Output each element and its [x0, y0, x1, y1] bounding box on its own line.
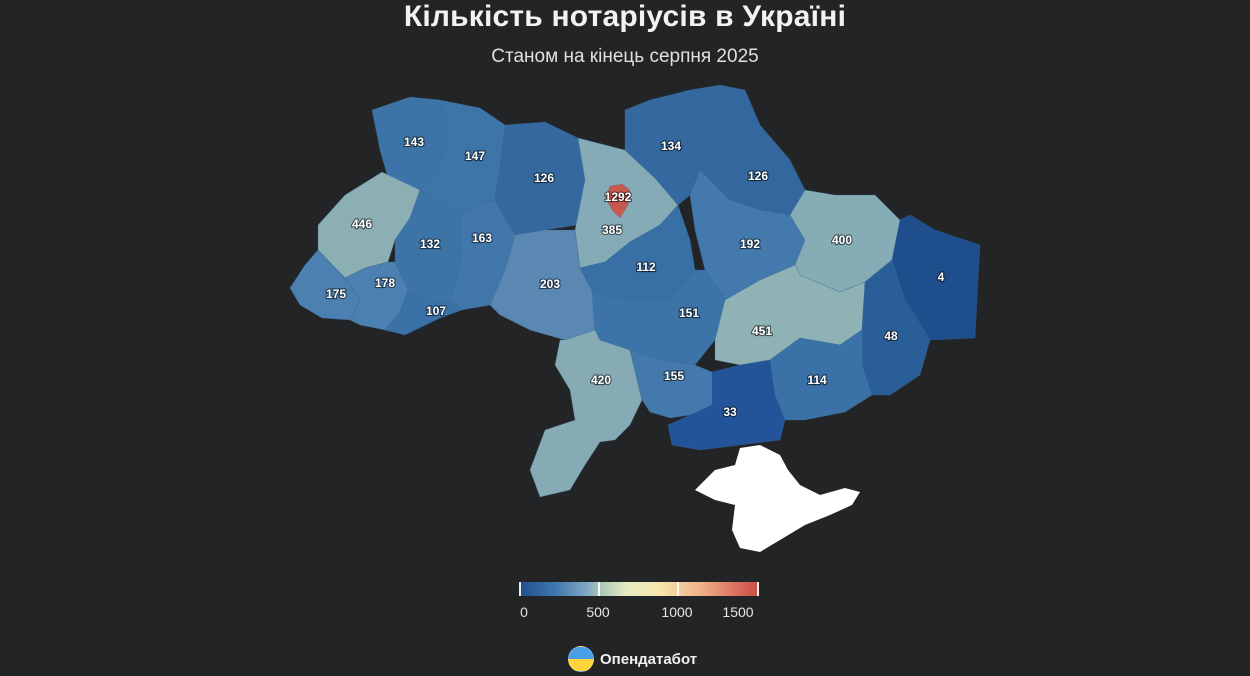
legend-tick-1500 [757, 582, 759, 596]
label-zhytomyr: 126 [534, 171, 554, 185]
label-kirovohrad: 151 [679, 306, 699, 320]
label-odesa: 420 [591, 373, 611, 387]
label-sumy: 126 [748, 169, 768, 183]
brand: Опендатабот [568, 646, 697, 672]
label-chernivtsi: 107 [426, 304, 446, 318]
label-kyiv-city: 1292 [605, 190, 632, 204]
legend-tick-1000 [677, 582, 679, 596]
region-crimea [695, 445, 860, 552]
brand-name: Опендатабот [600, 650, 698, 668]
page-subtitle: Станом на кінець серпня 2025 [491, 46, 759, 67]
legend-tick-0 [519, 582, 521, 596]
region-odesa [529, 329, 643, 498]
label-ivano-frankivsk: 178 [375, 276, 395, 290]
label-kherson: 33 [723, 405, 737, 419]
label-rivne: 147 [465, 149, 485, 163]
label-kyiv-oblast: 385 [602, 223, 622, 237]
region-kyiv-city [605, 183, 631, 219]
label-luhansk: 4 [938, 270, 945, 284]
label-cherkasy: 112 [636, 260, 656, 274]
label-chernihiv: 134 [661, 139, 681, 153]
label-volyn: 143 [404, 135, 424, 149]
page-title: Кількість нотаріусів в Україні [403, 0, 847, 33]
label-khmelnytskyi: 163 [472, 231, 492, 245]
label-kharkiv: 400 [832, 233, 852, 247]
legend-tick-500 [598, 582, 600, 596]
label-donetsk: 48 [884, 329, 898, 343]
color-scale-legend [519, 582, 759, 596]
label-poltava: 192 [740, 237, 760, 251]
label-zaporizhzhia: 114 [807, 373, 827, 387]
region-kherson [667, 359, 786, 451]
label-lviv: 446 [352, 217, 372, 231]
label-ternopil: 132 [420, 237, 440, 251]
label-mykolaiv: 155 [664, 369, 684, 383]
opendatabot-logo-icon [568, 646, 594, 672]
region-chernivtsi [384, 289, 463, 336]
label-zakarpattia: 175 [326, 287, 346, 301]
region-cherkasy [579, 204, 696, 301]
label-dnipro: 451 [752, 324, 772, 338]
legend-label-1500: 1500 [722, 604, 754, 620]
legend-label-500: 500 [586, 604, 610, 620]
legend-label-0: 0 [520, 604, 528, 620]
label-vinnytsia: 203 [540, 277, 560, 291]
region-zaporizhzhia [769, 329, 873, 421]
legend-label-1000: 1000 [661, 604, 693, 620]
